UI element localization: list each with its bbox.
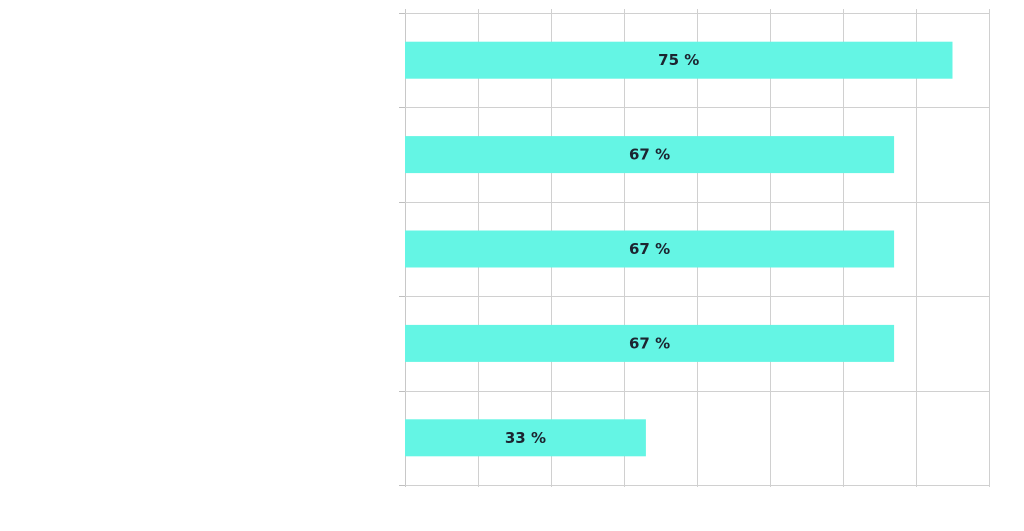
bar (405, 419, 646, 457)
bar-data-label: 67 % (629, 334, 670, 352)
bar-data-label: 67 % (629, 240, 670, 258)
bar-data-label: 33 % (505, 429, 546, 447)
bar (405, 230, 895, 268)
bar (405, 41, 953, 79)
chart-bars (405, 41, 953, 457)
bar (405, 324, 895, 362)
data-labels: 75 % 67 % 67 % 67 % 33 % (505, 51, 699, 447)
bar (405, 136, 895, 174)
category-ticks (399, 13, 405, 486)
bar-data-label: 75 % (658, 51, 699, 69)
bar-data-label: 67 % (629, 146, 670, 164)
